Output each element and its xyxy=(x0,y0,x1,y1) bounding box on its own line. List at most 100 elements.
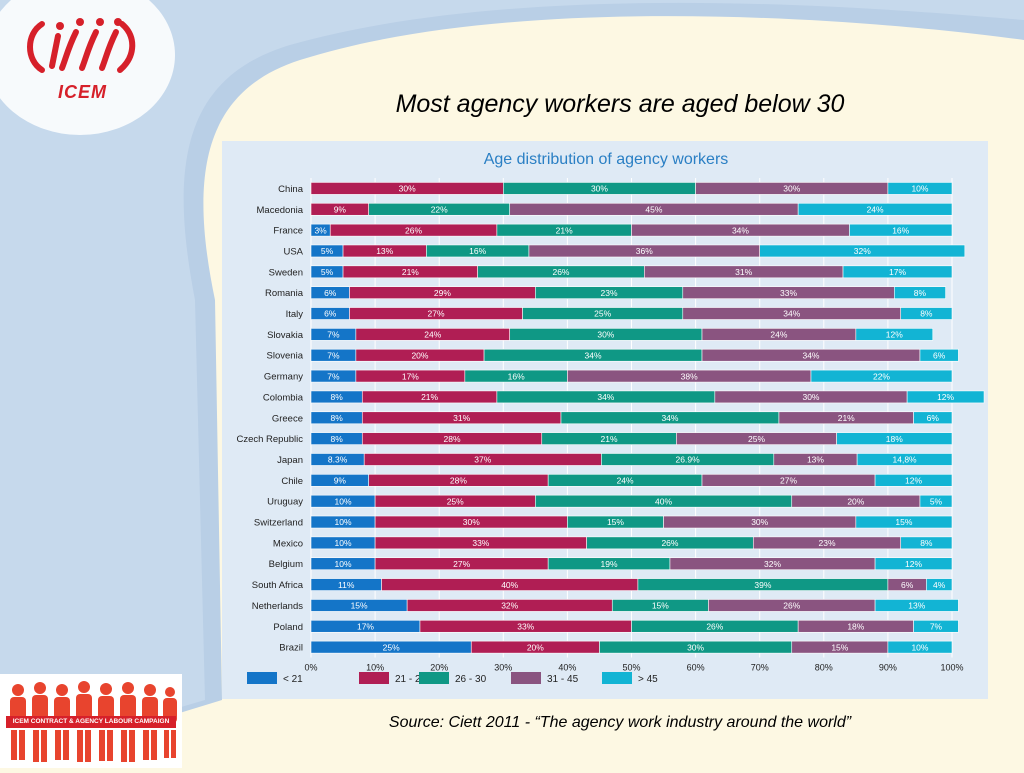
legend-label: 21 - 25 xyxy=(395,674,427,685)
data-label: 21% xyxy=(556,225,573,235)
data-label: 8% xyxy=(920,538,933,548)
data-label: 24% xyxy=(424,330,441,340)
bar-segment xyxy=(919,494,953,508)
chart-title: Age distribution of agency workers xyxy=(484,151,729,168)
data-label: 24% xyxy=(867,204,884,214)
category-label: Germany xyxy=(264,372,303,383)
data-label: 7% xyxy=(327,330,340,340)
data-label: 33% xyxy=(472,538,489,548)
data-label: 11% xyxy=(338,580,355,590)
data-label: 21% xyxy=(402,267,419,277)
data-label: 12% xyxy=(937,392,954,402)
data-label: 30% xyxy=(399,184,416,194)
category-label: Mexico xyxy=(273,538,303,549)
data-label: 40% xyxy=(501,580,518,590)
bar-segment xyxy=(906,390,985,404)
data-label: 20% xyxy=(527,642,544,652)
legend-swatch xyxy=(359,672,389,684)
data-label: 6% xyxy=(324,288,337,298)
data-label: 16% xyxy=(892,225,909,235)
data-label: 26% xyxy=(783,601,800,611)
data-label: 17% xyxy=(357,621,374,631)
bar-segment xyxy=(842,265,953,279)
data-label: 18% xyxy=(847,621,864,631)
x-tick-label: 90% xyxy=(879,663,897,673)
category-label: Romania xyxy=(265,288,304,299)
data-label: 4% xyxy=(933,580,946,590)
data-label: 5% xyxy=(321,267,334,277)
category-label: Greece xyxy=(272,413,303,424)
category-label: South Africa xyxy=(252,580,304,591)
data-label: 10% xyxy=(911,642,928,652)
data-label: 12% xyxy=(886,330,903,340)
category-label: Colombia xyxy=(263,392,304,403)
data-label: 34% xyxy=(732,225,749,235)
x-tick-label: 10% xyxy=(366,663,384,673)
data-label: 24% xyxy=(770,330,787,340)
legend-swatch xyxy=(419,672,449,684)
data-label: 15% xyxy=(895,517,912,527)
data-label: 20% xyxy=(847,496,864,506)
bar-segment xyxy=(900,536,953,550)
data-label: 10% xyxy=(911,184,928,194)
data-label: 30% xyxy=(783,184,800,194)
bar-segment xyxy=(836,432,953,445)
data-label: 10% xyxy=(335,517,352,527)
slide-title: Most agency workers are aged below 30 xyxy=(395,90,845,118)
data-label: 8% xyxy=(914,288,927,298)
category-label: Netherlands xyxy=(252,601,303,612)
icem-logo: ICEM xyxy=(14,10,154,102)
data-label: 17% xyxy=(402,371,419,381)
legend-label: 26 - 30 xyxy=(455,674,487,685)
chart-panel: Age distribution of agency workers 30% 30… xyxy=(222,141,988,699)
bar-segment xyxy=(759,244,966,258)
data-label: 16% xyxy=(469,246,486,256)
category-label: Chile xyxy=(281,476,303,487)
category-label: China xyxy=(278,184,304,195)
data-label: 38% xyxy=(681,371,698,381)
data-label: 24% xyxy=(617,476,634,486)
bar-segment xyxy=(810,369,953,383)
category-label: USA xyxy=(283,246,303,257)
x-tick-label: 20% xyxy=(430,663,448,673)
x-tick-label: 70% xyxy=(751,663,769,673)
data-label: 9% xyxy=(334,204,347,214)
data-label: 13% xyxy=(908,601,925,611)
data-label: 34% xyxy=(661,413,678,423)
x-tick-label: 40% xyxy=(558,663,576,673)
data-label: 19% xyxy=(601,559,618,569)
legend-label: > 45 xyxy=(638,674,658,685)
data-label: 21% xyxy=(838,413,855,423)
data-label: 30% xyxy=(802,392,819,402)
data-label: 39% xyxy=(754,580,771,590)
data-label: 8% xyxy=(920,309,933,319)
bar-segment xyxy=(855,515,953,529)
data-label: 40% xyxy=(655,496,672,506)
data-label: 37% xyxy=(474,455,491,465)
data-label: 32% xyxy=(764,559,781,569)
data-label: 27% xyxy=(427,309,444,319)
data-label: 34% xyxy=(802,350,819,360)
category-label: Japan xyxy=(277,455,303,466)
data-label: 21% xyxy=(421,392,438,402)
data-label: 23% xyxy=(601,288,618,298)
x-axis-ticks: 0% 10% 20% 30% 40% 50% 60% 70% 80% 90% 100% xyxy=(304,663,963,673)
data-label: 32% xyxy=(501,601,518,611)
data-label: 7% xyxy=(327,371,340,381)
category-label: Belgium xyxy=(269,559,303,570)
category-label: Slovakia xyxy=(267,330,304,341)
data-label: 30% xyxy=(687,642,704,652)
data-label: 21% xyxy=(601,434,618,444)
category-label: Switzerland xyxy=(254,518,303,529)
bar-segment xyxy=(913,411,953,425)
legend-label: < 21 xyxy=(283,674,303,685)
bar-segment xyxy=(900,307,953,320)
legend: < 21 21 - 25 26 - 30 31 - 45 > 45 xyxy=(247,672,658,685)
data-label: 28% xyxy=(444,434,461,444)
data-label: 30% xyxy=(463,517,480,527)
data-label: 10% xyxy=(335,559,352,569)
category-label: France xyxy=(273,226,303,237)
category-label: Brazil xyxy=(279,643,303,654)
bar-segment xyxy=(887,182,953,195)
category-label: Czech Republic xyxy=(236,434,303,445)
